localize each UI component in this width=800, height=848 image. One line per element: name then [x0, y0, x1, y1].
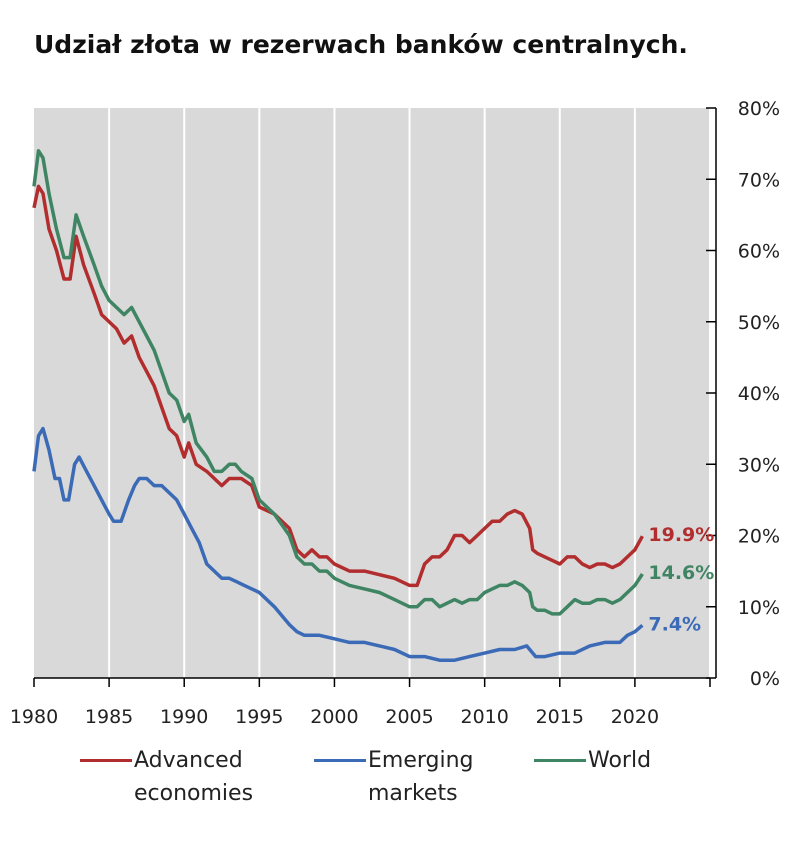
plot-background [34, 108, 710, 678]
x-tick-label: 1985 [85, 706, 133, 728]
y-tick-label: 70% [738, 169, 780, 191]
legend-label: Emerging markets [368, 748, 474, 806]
y-tick-label: 0% [750, 668, 780, 690]
series-line-advanced-economies [32, 184, 644, 588]
legend-swatch [80, 759, 132, 762]
series-lines [32, 149, 644, 662]
end-label-emerging-markets: 7.4% [648, 613, 701, 635]
gridlines [108, 108, 711, 678]
y-tick-label: 10% [738, 597, 780, 619]
y-tick-label: 80% [738, 98, 780, 120]
end-label-advanced-economies: 19.9% [648, 524, 714, 546]
y-tick-label: 50% [738, 312, 780, 334]
legend-label: World [588, 748, 652, 773]
series-line-emerging-markets [32, 426, 644, 662]
y-tick-label: 30% [738, 454, 780, 476]
legend-swatch [314, 759, 366, 762]
x-tick-label: 2010 [460, 706, 508, 728]
end-label-world: 14.6% [648, 562, 714, 584]
legend-swatch [534, 759, 586, 762]
y-tick-label: 20% [738, 526, 780, 548]
x-tick-label: 1990 [160, 706, 208, 728]
x-tick-label: 2020 [611, 706, 659, 728]
chart-title: Udział złota w rezerwach banków centraln… [34, 30, 688, 59]
x-tick-label: 2005 [385, 706, 433, 728]
chart: 1980 1985 1990 1995 2000 2005 2010 2015 2020 0% 10… [10, 98, 780, 728]
x-tick-label: 1980 [10, 706, 58, 728]
tick-labels: 1980 1985 1990 1995 2000 2005 2010 2015 2020 0% 10… [10, 98, 780, 728]
legend-label: Advanced economies [134, 748, 254, 806]
series-line-world [32, 149, 644, 616]
x-tick-label: 2015 [536, 706, 584, 728]
x-tick-label: 1995 [235, 706, 283, 728]
axes [33, 107, 717, 687]
x-tick-label: 2000 [310, 706, 358, 728]
y-tick-label: 40% [738, 383, 780, 405]
y-tick-label: 60% [738, 241, 780, 263]
